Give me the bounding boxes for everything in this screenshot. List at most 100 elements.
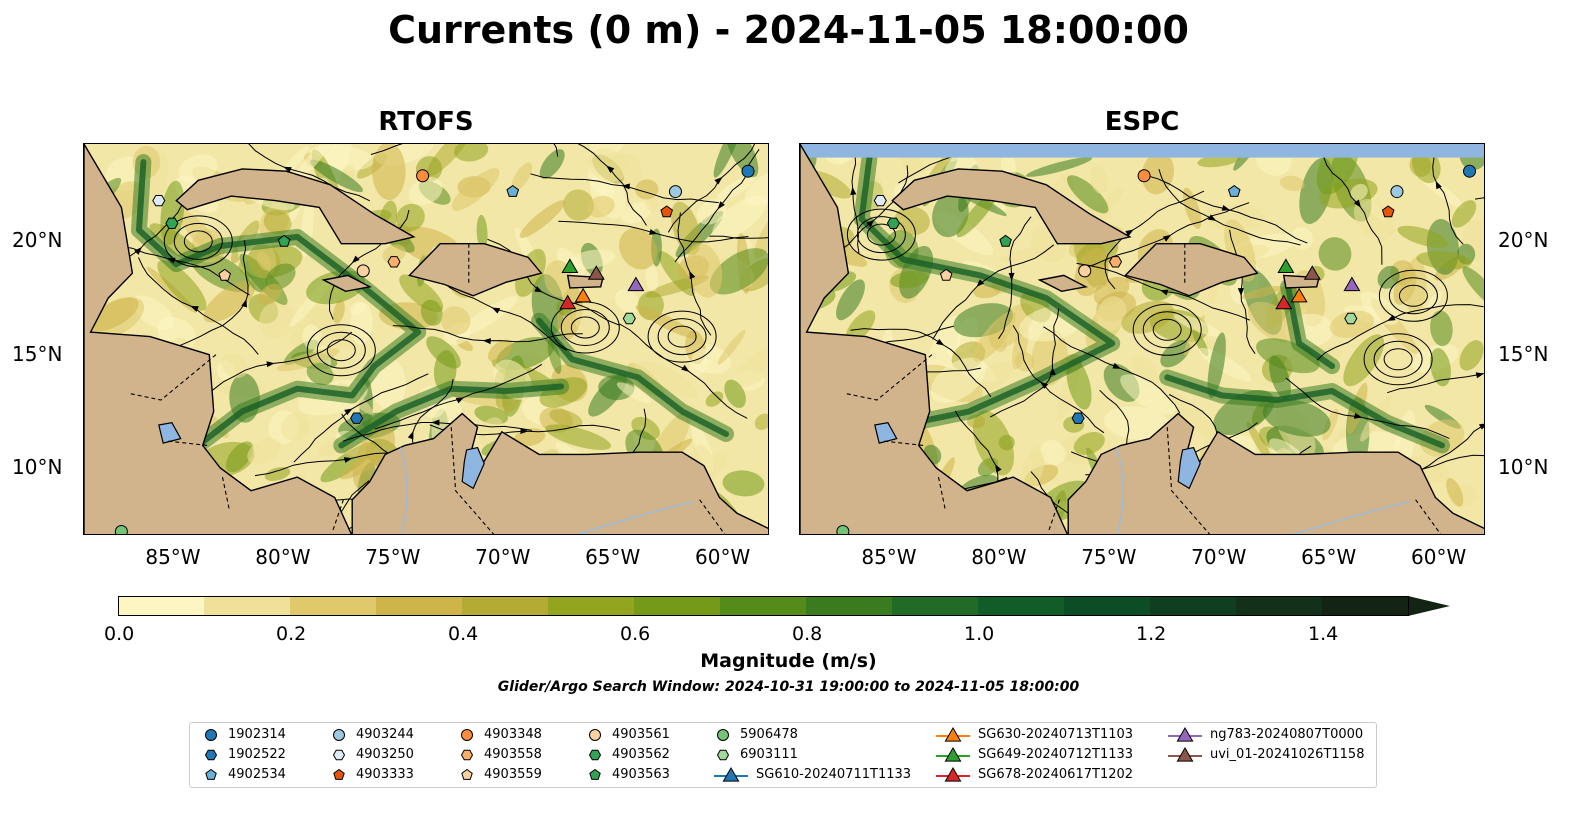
flow-arrow bbox=[714, 176, 723, 185]
river bbox=[1115, 447, 1124, 534]
legend-item: 4903333 bbox=[330, 766, 414, 784]
colorbar-extend-arrow bbox=[1408, 596, 1450, 616]
lake bbox=[158, 422, 182, 444]
flow-arrow bbox=[606, 165, 615, 173]
land bbox=[1067, 412, 1484, 534]
platform-marker-6903111 bbox=[1344, 312, 1358, 325]
platform-marker-SG630-20240713T1103 bbox=[574, 287, 592, 303]
flow-arrow bbox=[850, 186, 857, 195]
legend-label: 4903561 bbox=[612, 727, 670, 742]
colorbar-tick-label: 1.0 bbox=[964, 623, 995, 645]
flow-arrow bbox=[976, 279, 985, 288]
flow-arrow bbox=[344, 408, 353, 416]
colorbar-segment bbox=[720, 596, 807, 616]
flow-arrow bbox=[1475, 372, 1484, 379]
legend-item: 4903561 bbox=[586, 726, 670, 744]
country-border bbox=[1166, 427, 1211, 534]
legend-label: 4903563 bbox=[612, 767, 670, 782]
platform-marker-4903244 bbox=[668, 185, 682, 199]
hexagon-marker-icon bbox=[460, 749, 474, 761]
colorbar-segment bbox=[376, 596, 463, 616]
circle-marker-icon bbox=[205, 729, 217, 741]
eddy-streamline bbox=[856, 216, 906, 254]
colorbar-segment bbox=[1150, 596, 1237, 616]
legend-item: 1902522 bbox=[202, 746, 286, 764]
colorbar-tick-label: 0.0 bbox=[104, 623, 135, 645]
flow-arrow bbox=[1125, 229, 1134, 237]
legend-label: uvi_01-20241026T1158 bbox=[1210, 747, 1365, 762]
platform-marker-4903562 bbox=[165, 217, 179, 229]
landmasses bbox=[84, 144, 768, 534]
eddy-streamline bbox=[1378, 269, 1448, 322]
land bbox=[321, 274, 372, 293]
lon-tick-label: 80°W bbox=[971, 545, 1027, 569]
platform-marker-ng783-20240807T0000 bbox=[1343, 276, 1361, 292]
land bbox=[891, 168, 1132, 245]
flow-arrow bbox=[520, 427, 529, 434]
platform-marker-SG630-20240713T1103 bbox=[1290, 287, 1308, 303]
legend-label: 4903558 bbox=[484, 747, 542, 762]
legend-label: 4903562 bbox=[612, 747, 670, 762]
legend-item: 4903563 bbox=[586, 766, 670, 784]
legend-item: 4902534 bbox=[202, 766, 286, 784]
eddy-streamline bbox=[316, 331, 366, 369]
rtofs-map[interactable] bbox=[83, 143, 769, 535]
platform-marker-1902314 bbox=[741, 164, 755, 178]
lon-tick-label: 65°W bbox=[1301, 545, 1357, 569]
legend-label: 6903111 bbox=[740, 747, 798, 762]
platform-marker-4902534 bbox=[506, 184, 520, 197]
platform-marker-4903561 bbox=[1078, 264, 1092, 278]
hexagon-marker-icon bbox=[204, 749, 218, 761]
flow-arrow bbox=[343, 457, 353, 463]
legend-label: 5906478 bbox=[740, 727, 798, 742]
colorbar-segment bbox=[290, 596, 377, 616]
colorbar-segment bbox=[1064, 596, 1151, 616]
legend-label: 4903559 bbox=[484, 767, 542, 782]
platform-marker-4903561 bbox=[356, 264, 370, 278]
colorbar-tick-label: 0.6 bbox=[620, 623, 651, 645]
lat-tick-label-left: 10°N bbox=[12, 455, 63, 480]
current-core bbox=[1285, 283, 1336, 370]
flow-arrow bbox=[621, 183, 630, 190]
country-border bbox=[331, 499, 344, 532]
platform-marker-5906478 bbox=[836, 524, 850, 534]
colorbar-tick-label: 1.4 bbox=[1308, 623, 1339, 645]
country-border bbox=[127, 354, 217, 401]
eddy-streamline bbox=[667, 325, 697, 348]
platform-marker-4903333 bbox=[1381, 205, 1395, 218]
flow-arrow bbox=[1353, 199, 1362, 208]
lon-tick-label: 65°W bbox=[585, 545, 641, 569]
legend-label: 4903244 bbox=[356, 727, 414, 742]
legend-item: 4903250 bbox=[330, 746, 414, 764]
espc-map[interactable] bbox=[799, 143, 1485, 535]
flow-arrow bbox=[866, 219, 875, 228]
flow-arrow bbox=[431, 419, 440, 426]
platform-marker-4903558 bbox=[387, 256, 401, 268]
eddy-streamline bbox=[1152, 318, 1182, 341]
lon-tick-label: 60°W bbox=[1411, 545, 1467, 569]
eddy-streamline bbox=[326, 339, 356, 362]
legend-item: SG678-20240617T1202 bbox=[936, 766, 1133, 784]
land bbox=[1037, 274, 1088, 293]
legend-item: SG649-20240712T1133 bbox=[936, 746, 1133, 764]
eddy-streamline bbox=[163, 215, 233, 268]
flow-arrow bbox=[283, 166, 292, 173]
hexagon-marker-icon bbox=[332, 749, 346, 761]
colorbar bbox=[118, 596, 1450, 616]
colorbar-segment bbox=[548, 596, 635, 616]
flow-arrow bbox=[241, 298, 248, 308]
platform-marker-4903559 bbox=[939, 268, 953, 281]
platform-marker-SG649-20240712T1133 bbox=[1277, 258, 1295, 273]
legend-label: SG630-20240713T1103 bbox=[978, 727, 1134, 742]
eddy-streamline bbox=[183, 230, 213, 253]
platform-markers bbox=[836, 164, 1477, 534]
flow-arrow bbox=[534, 286, 543, 293]
land bbox=[800, 144, 1069, 534]
platform-marker-SG649-20240712T1133 bbox=[561, 258, 579, 273]
colorbar-segment bbox=[1322, 596, 1409, 616]
flow-arrow bbox=[482, 338, 491, 345]
flow-arrow bbox=[1435, 180, 1442, 190]
country-border bbox=[843, 354, 933, 401]
eddy-streamline bbox=[570, 316, 600, 339]
country-border bbox=[937, 476, 946, 509]
